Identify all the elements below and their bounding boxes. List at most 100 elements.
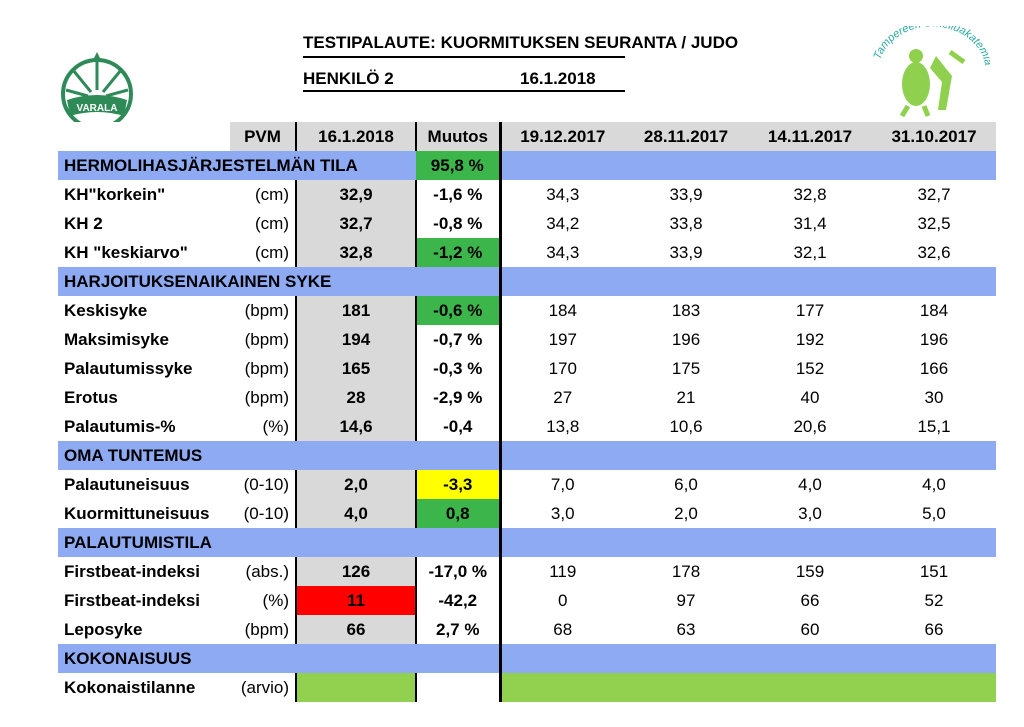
history-value bbox=[500, 673, 624, 702]
history-value: 4,0 bbox=[922, 474, 946, 494]
section-fill bbox=[624, 441, 748, 470]
section-fill bbox=[500, 528, 624, 557]
metric-unit: (bpm) bbox=[244, 619, 289, 639]
history-value: 151 bbox=[919, 561, 949, 581]
section-header-row: PALAUTUMISTILA bbox=[58, 528, 996, 557]
metric-unit: (bpm) bbox=[244, 358, 289, 378]
section-fill bbox=[872, 644, 996, 673]
change-value: -17,0 % bbox=[416, 557, 502, 586]
title-underline bbox=[303, 56, 625, 58]
academy-logo: Tampereen Urheiluakatemia bbox=[872, 17, 995, 118]
history-value: 32,5 bbox=[917, 213, 951, 233]
history-value: 97 bbox=[676, 590, 696, 610]
history-value: 178 bbox=[671, 561, 701, 581]
metric-name: KH"korkein" bbox=[64, 184, 166, 204]
metric-name: Firstbeat-indeksi bbox=[64, 590, 201, 610]
history-value bbox=[748, 673, 872, 702]
current-value bbox=[295, 673, 417, 702]
change-value: 0,8 bbox=[416, 499, 502, 528]
history-value: 196 bbox=[671, 329, 701, 349]
table-row: Palautumis-% (%) 14,6 -0,4 13,8 10,6 20,6 15,1 bbox=[58, 412, 996, 441]
table-row: Leposyke (bpm) 66 2,7 % 68 63 60 66 bbox=[58, 615, 996, 644]
section-fill bbox=[748, 528, 872, 557]
table-row: KH"korkein" (cm) 32,9 -1,6 % 34,3 33,9 32,8 32,… bbox=[58, 180, 996, 209]
metric-name: Keskisyke bbox=[64, 300, 148, 320]
metric-unit: (cm) bbox=[255, 184, 289, 204]
history-value: 32,1 bbox=[793, 242, 827, 262]
table-row: Palautuneisuus (0-10) 2,0 -3,3 7,0 6,0 4,0 4,0 bbox=[58, 470, 996, 499]
history-value: 32,7 bbox=[917, 184, 951, 204]
section-title: KOKONAISUUS bbox=[58, 644, 416, 673]
history-value: 66 bbox=[924, 619, 944, 639]
section-title: HERMOLIHASJÄRJESTELMÄN TILA bbox=[58, 151, 416, 180]
history-value: 32,6 bbox=[917, 242, 951, 262]
section-fill bbox=[500, 267, 624, 296]
current-value: 4,0 bbox=[295, 499, 417, 528]
metric-name: Palautumissyke bbox=[64, 358, 193, 378]
change-value: -0,4 bbox=[416, 412, 502, 441]
change-value bbox=[416, 673, 502, 702]
metric-unit: (cm) bbox=[255, 242, 289, 262]
metric-unit: (cm) bbox=[255, 213, 289, 233]
section-header-row: HARJOITUKSENAIKAINEN SYKE bbox=[58, 267, 996, 296]
history-value: 33,8 bbox=[669, 213, 703, 233]
column-header-row: PVM 16.1.2018 Muutos 19.12.2017 28.11.2017 14… bbox=[58, 122, 996, 151]
header-change: Muutos bbox=[416, 122, 502, 151]
history-value: 192 bbox=[795, 329, 825, 349]
current-value: 32,7 bbox=[295, 209, 417, 238]
history-value: 0 bbox=[558, 590, 568, 610]
section-fill bbox=[748, 441, 872, 470]
history-value: 33,9 bbox=[669, 242, 703, 262]
history-value: 175 bbox=[671, 358, 701, 378]
history-value: 7,0 bbox=[550, 474, 575, 494]
header-history-date: 28.11.2017 bbox=[624, 122, 748, 151]
section-title: PALAUTUMISTILA bbox=[58, 528, 416, 557]
history-value: 4,0 bbox=[798, 474, 822, 494]
history-value: 13,8 bbox=[546, 416, 580, 436]
person-underline bbox=[303, 90, 625, 92]
history-value: 34,2 bbox=[546, 213, 580, 233]
metric-unit: (bpm) bbox=[244, 300, 289, 320]
header-history-date: 19.12.2017 bbox=[500, 122, 624, 151]
metric-name: Firstbeat-indeksi bbox=[64, 561, 201, 581]
current-value: 66 bbox=[295, 615, 417, 644]
metric-name: Kuormittuneisuus bbox=[64, 503, 210, 523]
current-value: 181 bbox=[295, 296, 417, 325]
history-value: 5,0 bbox=[922, 503, 946, 523]
results-table: PVM 16.1.2018 Muutos 19.12.2017 28.11.2017 14… bbox=[58, 122, 997, 702]
current-value: 14,6 bbox=[295, 412, 417, 441]
table-row: KH "keskiarvo" (cm) 32,8 -1,2 % 34,3 33,9 32,1… bbox=[58, 238, 996, 267]
metric-unit: (abs.) bbox=[245, 561, 289, 581]
section-title: HARJOITUKSENAIKAINEN SYKE bbox=[58, 267, 416, 296]
section-fill bbox=[748, 644, 872, 673]
metric-name: Erotus bbox=[64, 387, 118, 407]
person-label: HENKILÖ 2 bbox=[303, 69, 394, 88]
change-value: -0,3 % bbox=[416, 354, 502, 383]
metric-name: Maksimisyke bbox=[64, 329, 169, 349]
table-row: Firstbeat-indeksi (abs.) 126 -17,0 % 119 178 1… bbox=[58, 557, 996, 586]
table-row: Erotus (bpm) 28 -2,9 % 27 21 40 30 bbox=[58, 383, 996, 412]
history-value: 60 bbox=[800, 619, 820, 639]
academy-logo-text: Tampereen Urheiluakatemia bbox=[872, 17, 995, 66]
history-value: 196 bbox=[919, 329, 949, 349]
varala-logo-icon: VARALA bbox=[61, 52, 133, 130]
table-row: Kokonaistilanne (arvio) bbox=[58, 673, 996, 702]
history-value: 183 bbox=[671, 300, 701, 320]
change-value: -0,7 % bbox=[416, 325, 502, 354]
metric-name: Palautumis-% bbox=[64, 416, 176, 436]
change-value: -0,8 % bbox=[416, 209, 502, 238]
history-value: 119 bbox=[549, 561, 577, 581]
metric-name: KH 2 bbox=[64, 213, 103, 233]
header-history-date: 31.10.2017 bbox=[872, 122, 996, 151]
history-value: 2,0 bbox=[674, 503, 698, 523]
metric-unit: (%) bbox=[262, 416, 289, 436]
section-fill bbox=[748, 151, 872, 180]
history-value: 27 bbox=[553, 387, 573, 407]
section-fill bbox=[872, 528, 996, 557]
history-value: 68 bbox=[553, 619, 573, 639]
section-change bbox=[416, 644, 502, 673]
history-value bbox=[872, 673, 996, 702]
history-value: 40 bbox=[800, 387, 820, 407]
section-header-row: KOKONAISUUS bbox=[58, 644, 996, 673]
section-change bbox=[416, 441, 502, 470]
